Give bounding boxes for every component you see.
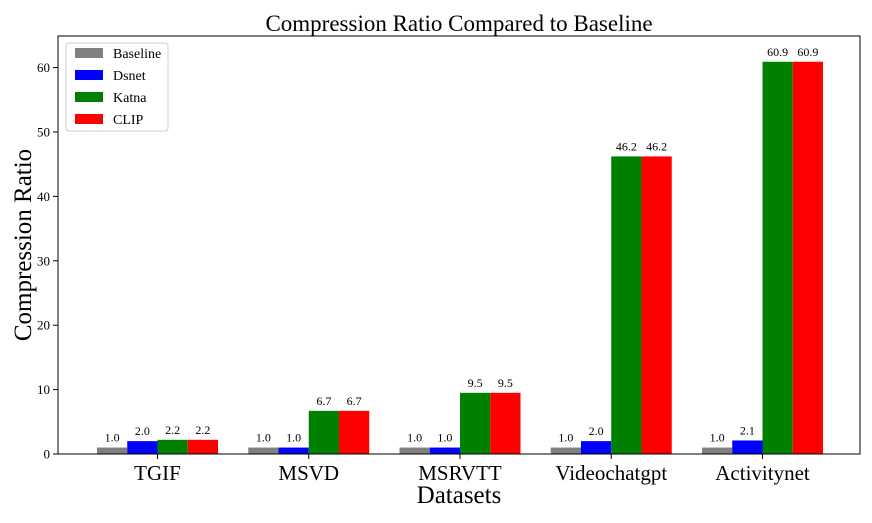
bar-baseline-msvd (248, 447, 279, 454)
value-label: 9.5 (468, 376, 483, 390)
value-label: 46.2 (616, 139, 637, 153)
bar-clip-msvd (339, 410, 370, 454)
legend-box (65, 42, 169, 132)
legend-label-dsnet: Dsnet (113, 69, 146, 84)
value-label: 2.0 (589, 424, 604, 438)
bar-clip-videochatgpt (641, 156, 672, 454)
legend-label-baseline: Baseline (113, 47, 161, 62)
bars-group (97, 61, 823, 455)
value-label: 2.2 (195, 423, 210, 437)
value-label: 6.7 (347, 394, 362, 408)
y-tick-label: 30 (37, 253, 50, 268)
value-label: 1.0 (286, 431, 301, 445)
value-label: 60.9 (797, 45, 818, 59)
legend-swatch-dsnet (75, 70, 103, 80)
chart-title: Compression Ratio Compared to Baseline (265, 11, 652, 36)
x-tick-label-videochatgpt: Videochatgpt (555, 461, 667, 485)
bar-baseline-activitynet (702, 447, 733, 454)
x-axis-ticks: TGIF MSVD MSRVTT Videochatgpt Activitynet (134, 454, 810, 485)
plot-frame (57, 35, 861, 455)
value-label: 9.5 (498, 376, 513, 390)
bar-katna-tgif (157, 439, 188, 454)
y-tick-label: 60 (37, 60, 50, 75)
value-labels-group: 1.0 1.0 1.0 1.0 1.0 2.0 1.0 1.0 2.0 2.1 2.2 6.7 9.5 4… (105, 45, 819, 445)
bar-katna-msvd (308, 410, 339, 454)
value-label: 1.0 (105, 431, 120, 445)
legend-swatch-clip (75, 114, 103, 124)
legend-swatch-baseline (75, 48, 103, 58)
value-label: 1.0 (710, 431, 725, 445)
bar-dsnet-tgif (127, 441, 158, 454)
legend-label-clip: CLIP (113, 113, 144, 128)
bar-dsnet-activitynet (732, 440, 763, 454)
value-label: 2.1 (740, 423, 755, 437)
value-label: 6.7 (316, 394, 331, 408)
y-axis-ticks: 0 10 20 30 40 50 60 (37, 60, 58, 462)
x-tick-label-msvd: MSVD (278, 461, 339, 485)
value-label: 1.0 (407, 431, 422, 445)
bar-baseline-tgif (97, 447, 128, 454)
y-tick-label: 0 (44, 447, 51, 462)
value-label: 1.0 (437, 431, 452, 445)
y-axis-label: Compression Ratio (10, 149, 37, 341)
y-tick-label: 20 (37, 318, 50, 333)
value-label: 1.0 (558, 431, 573, 445)
value-label: 2.0 (135, 424, 150, 438)
x-tick-label-activitynet: Activitynet (715, 461, 810, 485)
value-label: 2.2 (165, 423, 180, 437)
x-tick-label-tgif: TGIF (134, 461, 181, 485)
value-label: 46.2 (646, 139, 667, 153)
value-label: 60.9 (767, 45, 788, 59)
bar-clip-tgif (187, 439, 218, 454)
legend-swatch-katna (75, 92, 103, 102)
bar-dsnet-msrvtt (429, 447, 460, 454)
y-tick-label: 50 (37, 124, 50, 139)
bar-dsnet-videochatgpt (581, 441, 612, 454)
bar-dsnet-msvd (278, 447, 309, 454)
bar-katna-videochatgpt (611, 156, 642, 454)
bar-clip-activitynet (792, 61, 823, 455)
x-axis-label: Datasets (417, 482, 502, 509)
bar-clip-msrvtt (490, 392, 521, 454)
y-tick-label: 40 (37, 189, 50, 204)
y-tick-label: 10 (37, 382, 50, 397)
bar-katna-activitynet (762, 61, 793, 455)
bar-baseline-videochatgpt (550, 447, 581, 454)
value-label: 1.0 (256, 431, 271, 445)
legend: Baseline Dsnet Katna CLIP (65, 42, 169, 132)
bar-katna-msrvtt (460, 392, 491, 454)
x-tick-label-msrvtt: MSRVTT (418, 461, 502, 485)
bar-baseline-msrvtt (399, 447, 430, 454)
legend-label-katna: Katna (113, 91, 147, 106)
